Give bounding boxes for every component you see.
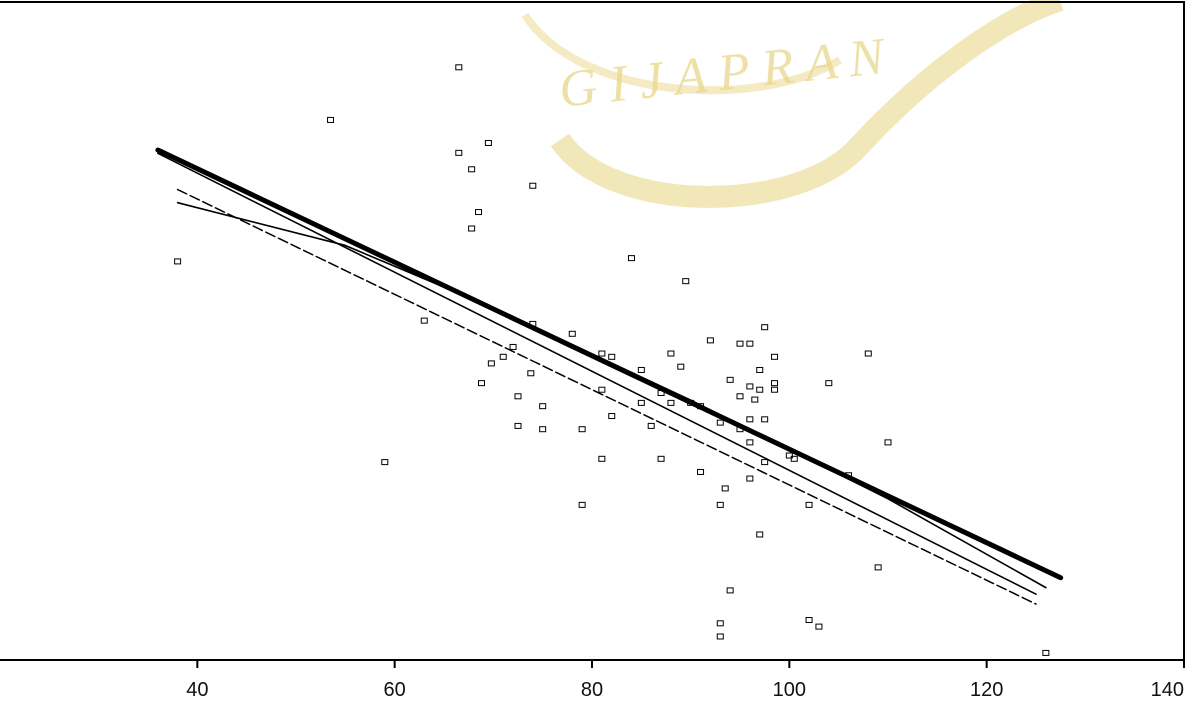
data-point [716,501,724,508]
data-point [746,439,754,446]
data-point [598,350,606,357]
data-point [771,353,779,360]
x-tick-label: 120 [970,679,1003,701]
data-point [539,403,547,410]
trend-line-curve [176,201,1047,589]
data-point [529,182,537,189]
watermark-seal-inner-arc [521,12,843,95]
data-point [598,386,606,393]
data-point [815,623,823,630]
data-point [785,452,793,459]
data-point [484,139,492,146]
data-point [647,422,655,429]
data-point [716,620,724,627]
x-tick-label: 140 [1151,679,1184,701]
data-point [568,330,576,337]
data-point [475,209,483,216]
x-tick-label: 60 [384,679,406,701]
data-point [825,380,833,387]
data-point [771,386,779,393]
data-point [736,340,744,347]
data-point [697,468,705,475]
data-point [468,166,476,173]
data-point [477,380,485,387]
watermark-seal-outer-arc [550,0,1064,208]
data-point [657,455,665,462]
data-point [509,343,517,350]
data-point [514,393,522,400]
data-point [667,350,675,357]
data-point [1042,649,1050,656]
data-point [514,422,522,429]
data-point [468,225,476,232]
data-point [756,531,764,538]
trend-line-dashed [176,188,1037,605]
data-point [174,258,182,265]
data-point [499,353,507,360]
data-point [746,340,754,347]
data-point [677,363,685,370]
data-point [756,366,764,373]
data-point [539,426,547,433]
data-point [761,416,769,423]
data-point [736,426,744,433]
x-tick-label: 40 [186,679,208,701]
data-point [761,459,769,466]
data-point [874,564,882,571]
data-point [726,587,734,594]
data-point [884,439,892,446]
x-tick-label: 100 [773,679,806,701]
data-point [864,350,872,357]
data-point [598,455,606,462]
data-point [667,399,675,406]
data-point [721,485,729,492]
data-point [527,370,535,377]
data-point [637,366,645,373]
data-point [608,353,616,360]
trend-line-solid [157,152,1037,596]
data-point [455,149,463,156]
data-point [682,278,690,285]
data-point [790,455,798,462]
data-point [327,116,335,123]
data-point [746,475,754,482]
data-points [174,64,1050,656]
trend-lines [155,147,1064,605]
data-point [761,324,769,331]
data-point [697,403,705,410]
data-point [756,386,764,393]
data-point [706,337,714,344]
data-point [716,633,724,640]
data-point [657,390,665,397]
data-point [578,426,586,433]
data-point [736,393,744,400]
x-axis-ticks: 40 60 80 100 120 140 [186,660,1185,701]
data-point [805,617,813,624]
data-point [716,419,724,426]
data-point [726,376,734,383]
data-point [578,501,586,508]
data-point [746,383,754,390]
data-point [487,360,495,367]
data-point [529,320,537,327]
data-point [746,416,754,423]
trend-line-bold [155,147,1064,581]
data-point [771,380,779,387]
data-point [455,64,463,71]
data-point [805,501,813,508]
data-point [381,459,389,466]
x-tick-label: 80 [581,679,603,701]
data-point [420,317,428,324]
data-point [751,396,759,403]
data-point [627,255,635,262]
data-point [845,472,853,479]
data-point [687,399,695,406]
data-point [608,413,616,420]
data-point [637,399,645,406]
